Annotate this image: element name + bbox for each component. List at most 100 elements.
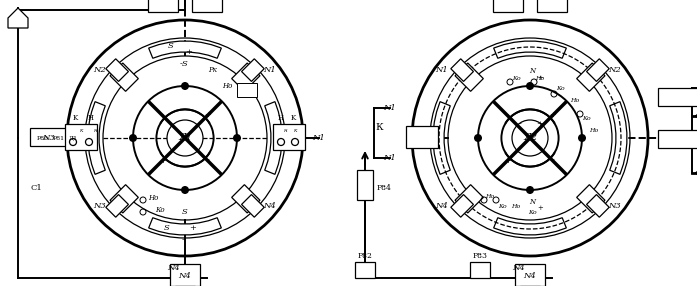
Text: S: S (182, 60, 188, 68)
Text: N2: N2 (608, 66, 621, 74)
Bar (576, 185, 605, 213)
Text: +: + (549, 111, 556, 119)
Bar (65, 124, 97, 150)
Text: N1: N1 (313, 134, 325, 142)
Bar (576, 63, 605, 91)
Bar (658, 130, 697, 148)
Bar (170, 264, 200, 286)
Text: Но: Но (148, 194, 158, 202)
Text: К: К (375, 124, 383, 132)
Text: -: - (181, 236, 185, 244)
Bar (231, 185, 260, 213)
Polygon shape (610, 102, 627, 174)
Bar (587, 194, 609, 217)
Text: +: + (537, 204, 543, 212)
Bar (355, 262, 375, 278)
Text: C1: C1 (30, 184, 42, 192)
Bar (515, 264, 545, 286)
Text: Р80: Р80 (37, 136, 49, 140)
Bar (110, 185, 138, 213)
Polygon shape (148, 218, 222, 235)
Text: N3: N3 (608, 202, 621, 210)
Text: H: H (88, 114, 94, 122)
Circle shape (233, 134, 241, 142)
Text: Но: Но (535, 76, 544, 80)
Text: Ко: Ко (512, 76, 521, 80)
Polygon shape (493, 41, 567, 58)
Circle shape (181, 82, 189, 90)
Text: N4: N4 (167, 264, 180, 272)
Text: N4: N4 (512, 264, 525, 272)
Bar (106, 194, 128, 217)
Circle shape (512, 120, 548, 156)
Bar (106, 59, 128, 82)
Text: K: K (291, 114, 296, 122)
Text: Ко: Ко (528, 210, 536, 215)
Bar (587, 59, 609, 82)
Text: к: к (293, 128, 297, 132)
Text: Я1: Я1 (178, 134, 192, 142)
Text: к: к (79, 128, 83, 132)
Text: N1: N1 (383, 104, 397, 112)
Bar (455, 63, 483, 91)
Text: н: н (283, 128, 286, 132)
Polygon shape (148, 41, 222, 58)
Text: Ко: Ко (498, 204, 506, 208)
Text: -: - (506, 111, 509, 119)
Text: Рк: Рк (208, 66, 217, 74)
Text: N4: N4 (523, 272, 537, 280)
Bar (493, 0, 523, 12)
Bar (192, 0, 222, 12)
Bar (451, 194, 473, 217)
Text: N1: N1 (436, 66, 448, 74)
Circle shape (526, 186, 534, 194)
Text: -: - (551, 157, 554, 165)
Text: +: + (537, 74, 543, 82)
Circle shape (129, 134, 137, 142)
Text: +: + (504, 157, 511, 165)
Text: Но: Но (512, 204, 521, 208)
Text: Ко: Ко (556, 86, 565, 90)
Text: Р84: Р84 (377, 184, 392, 192)
Text: Р81: Р81 (53, 136, 65, 140)
Text: S: S (164, 224, 170, 232)
Polygon shape (265, 102, 282, 174)
Bar (242, 194, 264, 217)
Bar (406, 126, 438, 148)
Text: -: - (180, 60, 183, 68)
Bar (110, 63, 138, 91)
Text: Я2: Я2 (523, 134, 537, 142)
Circle shape (578, 134, 586, 142)
Bar (231, 63, 260, 91)
Text: Д1: Д1 (68, 136, 77, 140)
Text: Р83: Р83 (473, 252, 487, 260)
Text: +: + (159, 157, 166, 165)
Bar (237, 83, 257, 97)
Text: N1: N1 (383, 154, 397, 162)
Text: Р82: Р82 (358, 252, 372, 260)
Text: N1: N1 (263, 66, 277, 74)
Bar (470, 262, 490, 278)
Bar (242, 59, 264, 82)
Text: Но: Но (590, 128, 599, 132)
Text: K: K (72, 114, 77, 122)
Text: +: + (185, 48, 192, 56)
Text: S: S (182, 208, 188, 216)
Text: N4: N4 (263, 202, 277, 210)
Text: N2: N2 (93, 66, 107, 74)
Bar (357, 170, 373, 200)
Circle shape (526, 82, 534, 90)
Circle shape (181, 186, 189, 194)
Text: N: N (529, 198, 535, 206)
Bar (455, 185, 483, 213)
Text: N4: N4 (436, 202, 448, 210)
Text: +: + (190, 224, 197, 232)
Text: +: + (537, 120, 544, 128)
Bar (273, 124, 305, 150)
Text: H: H (278, 114, 284, 122)
Polygon shape (88, 102, 105, 174)
Text: Но: Но (222, 82, 232, 90)
Text: +: + (204, 111, 211, 119)
Bar (30, 128, 82, 146)
Text: S: S (168, 42, 174, 50)
